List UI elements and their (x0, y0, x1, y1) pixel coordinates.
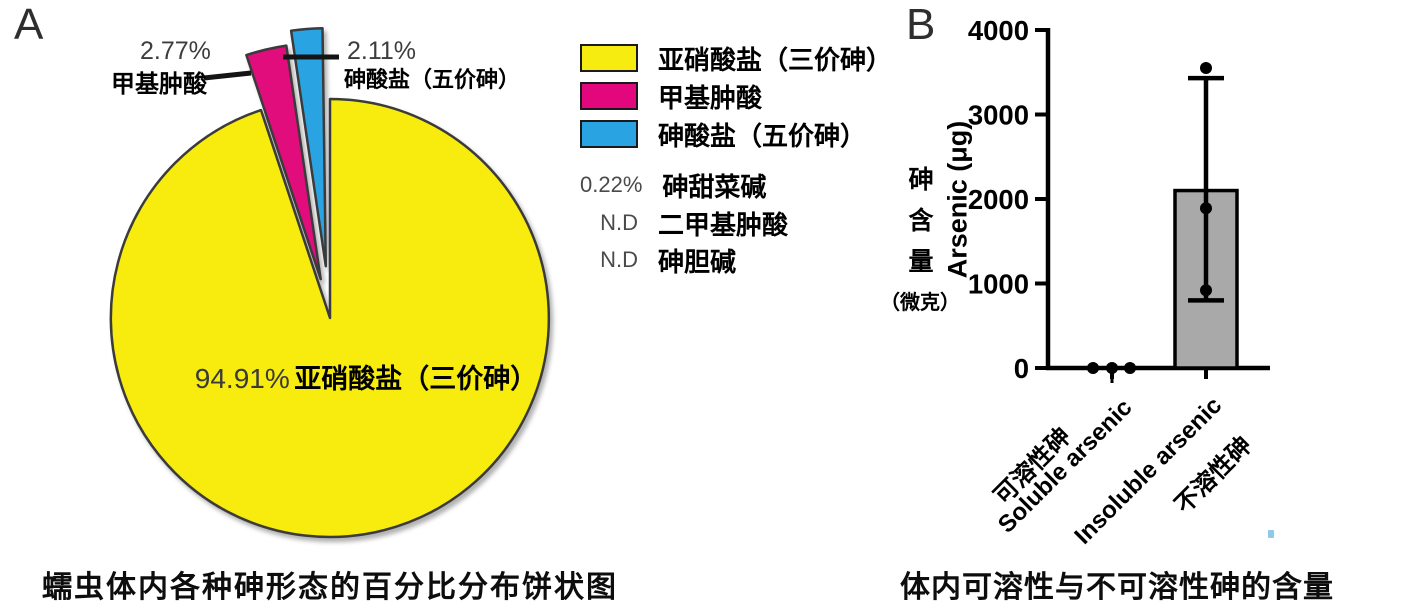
bar-chart: 0 1000 2000 3000 4000 (968, 15, 1270, 384)
pie-callout-percent-methyl: 2.77% (140, 37, 211, 65)
panel-a-label: A (14, 0, 44, 49)
legend-swatch (580, 120, 638, 148)
data-point-insoluble (1200, 202, 1212, 215)
legend-swatch (580, 82, 638, 110)
pie-legend: 亚硝酸盐（三价砷） 甲基肿酸 砷酸盐（五价砷） 0.22% 砷甜菜碱 N.D 二甲基肿酸 N.… (580, 0, 920, 300)
data-point-soluble (1087, 362, 1099, 374)
pie-callout-percent-arsenate: 2.11% (347, 37, 417, 65)
legend-key (580, 120, 638, 148)
data-point-soluble (1124, 362, 1136, 374)
y-tick-label: 2000 (968, 184, 1029, 215)
pie-callout-name-methyl: 甲基肿酸 (111, 71, 207, 98)
pie-slice-0 (109, 97, 551, 539)
pie-inner-label: 94.91% 亚硝酸盐（三价砷） (166, 357, 566, 396)
legend-prefix: N.D (600, 247, 638, 272)
pie-slice-2 (289, 26, 328, 268)
legend-label: 甲基肿酸 (658, 82, 763, 113)
pie-inner-percent: 94.91% (194, 363, 290, 394)
data-point-insoluble (1200, 62, 1212, 75)
artifact-mark (1268, 530, 1274, 538)
legend-item: N.D 二甲基肿酸 (580, 208, 788, 240)
pie-leader-line (203, 70, 252, 81)
legend-item: N.D 砷胆碱 (580, 245, 736, 277)
y-tick-label: 3000 (968, 100, 1029, 131)
legend-label: 砷酸盐（五价砷） (658, 120, 867, 151)
panel-b-caption: 体内可溶性与不可溶性砷的含量 (900, 571, 1334, 604)
legend-key (580, 82, 638, 110)
panel-b-label: B (906, 0, 936, 49)
legend-label: 二甲基肿酸 (658, 209, 789, 240)
legend-prefix: N.D (600, 210, 638, 235)
legend-label: 亚硝酸盐（三价砷） (658, 44, 893, 75)
legend-item: 0.22% 砷甜菜碱 (580, 170, 766, 202)
legend-label: 砷胆碱 (658, 246, 737, 277)
y-tick-label: 0 (1014, 353, 1029, 384)
y-tick-label: 4000 (968, 15, 1029, 46)
pie-chart (109, 26, 551, 539)
legend-item: 砷酸盐（五价砷） (580, 119, 866, 151)
data-point-insoluble (1200, 284, 1212, 297)
legend-item: 亚硝酸盐（三价砷） (580, 43, 892, 75)
y-axis-label-en: Arsenic (μg) (942, 120, 973, 279)
legend-prefix: 0.22% (580, 172, 643, 197)
pie-callout-name-arsenate: 砷酸盐（五价砷） (344, 67, 521, 92)
data-point-soluble (1106, 362, 1118, 374)
y-tick-label: 1000 (968, 269, 1029, 300)
legend-swatch (580, 44, 638, 72)
legend-label: 砷甜菜碱 (662, 171, 767, 202)
pie-slice-1 (245, 44, 322, 281)
legend-key (580, 44, 638, 72)
panel-a-caption: 蠕虫体内各种砷形态的百分比分布饼状图 (42, 571, 618, 604)
pie-inner-name: 亚硝酸盐（三价砷） (294, 364, 538, 394)
legend-item: 甲基肿酸 (580, 81, 762, 113)
